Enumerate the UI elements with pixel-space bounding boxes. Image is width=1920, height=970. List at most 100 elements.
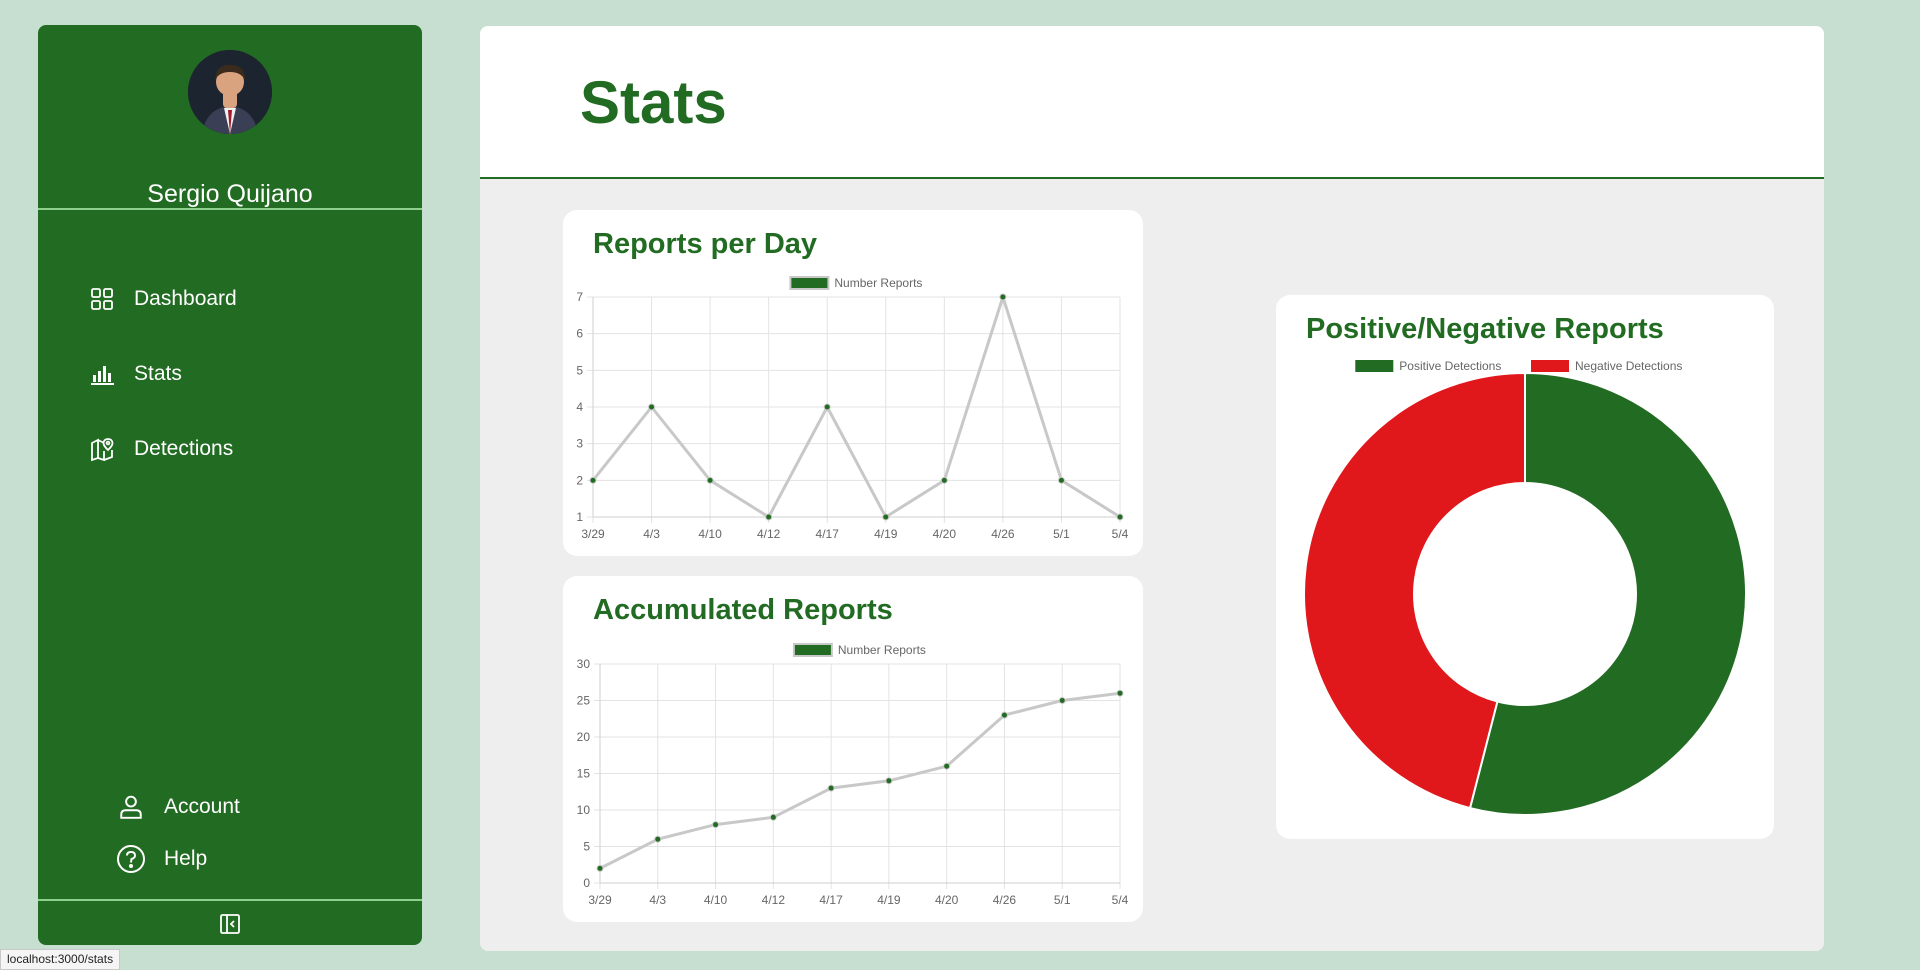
- x-tick-label: 3/29: [581, 527, 605, 541]
- data-point: [1000, 711, 1008, 719]
- series-line: [591, 295, 1121, 519]
- x-tick-label: 5/1: [1053, 527, 1070, 541]
- data-point: [999, 293, 1007, 301]
- series-line: [599, 691, 1121, 870]
- y-tick-label: 5: [576, 363, 583, 377]
- page-title: Stats: [580, 69, 727, 136]
- card-title: Accumulated Reports: [593, 594, 893, 626]
- sidebar-item-label: Dashboard: [134, 287, 237, 310]
- sidebar-collapse-icon: [220, 914, 240, 934]
- x-tick-label: 4/17: [816, 527, 840, 541]
- sidebar-item-stats[interactable]: Stats: [90, 362, 182, 386]
- sidebar-item-label: Help: [164, 847, 208, 870]
- sidebar: Sergio Quijano Dashboard Stats: [38, 25, 422, 945]
- data-point: [706, 476, 714, 484]
- x-tick-label: 4/3: [643, 527, 660, 541]
- card-title: Positive/Negative Reports: [1306, 313, 1664, 345]
- positive-negative-card: Positive/Negative Reports Positive Detec…: [1276, 295, 1774, 839]
- y-tick-label: 6: [576, 327, 583, 341]
- x-tick-label: 4/26: [991, 527, 1015, 541]
- y-tick-label: 0: [583, 876, 590, 890]
- y-tick-label: 3: [576, 437, 583, 451]
- x-tick-label: 4/12: [757, 527, 781, 541]
- x-tick-label: 4/20: [935, 893, 959, 907]
- sidebar-item-label: Account: [164, 795, 240, 818]
- user-icon: [116, 792, 146, 822]
- sidebar-divider: [38, 208, 422, 210]
- collapse-sidebar-button[interactable]: [218, 912, 242, 936]
- dashboard-icon: [90, 287, 114, 311]
- data-point: [885, 777, 893, 785]
- status-url: localhost:3000/stats: [0, 949, 121, 970]
- legend-swatch: [792, 643, 833, 657]
- data-point: [648, 403, 656, 411]
- accumulated-reports-card: Accumulated Reports Number Reports 0 5 10 15…: [563, 576, 1143, 922]
- legend-swatch: [1355, 360, 1394, 372]
- legend-label: Number Reports: [834, 276, 922, 290]
- y-tick-label: 30: [577, 657, 591, 671]
- sidebar-divider: [38, 899, 422, 901]
- legend-swatch: [789, 276, 830, 290]
- reports-per-day-chart: Number Reports 1 2 3 4 5 6 7 3/29 4/3 4/10 4/12 4/17…: [576, 276, 1129, 541]
- map-pin-icon: [90, 437, 114, 461]
- x-tick-label: 4/12: [762, 893, 786, 907]
- main-content: Stats Reports per Day Number Reports 1 2 3 4…: [480, 26, 1824, 951]
- data-point: [1116, 513, 1124, 521]
- y-tick-label: 5: [583, 840, 590, 854]
- y-tick-label: 20: [577, 730, 591, 744]
- data-point: [654, 835, 662, 843]
- reports-per-day-card: Reports per Day Number Reports 1 2 3 4 5 6 7 3/2…: [563, 210, 1143, 556]
- data-point: [1116, 689, 1124, 697]
- data-point: [823, 403, 831, 411]
- x-tick-label: 5/4: [1112, 893, 1129, 907]
- x-tick-label: 4/10: [704, 893, 728, 907]
- positive-negative-chart: Positive Detections Negative Detections: [1303, 359, 1747, 816]
- data-point: [882, 513, 890, 521]
- x-tick-label: 3/29: [588, 893, 612, 907]
- data-point: [827, 784, 835, 792]
- y-tick-label: 2: [576, 473, 583, 487]
- pie-slice: [1468, 371, 1747, 816]
- legend-swatch: [1531, 360, 1569, 372]
- x-tick-label: 4/10: [698, 527, 722, 541]
- legend-label: Number Reports: [838, 643, 926, 657]
- sidebar-item-label: Stats: [134, 362, 182, 385]
- data-point: [596, 864, 604, 872]
- x-tick-label: 4/17: [819, 893, 843, 907]
- data-point: [712, 821, 720, 829]
- x-tick-label: 4/20: [933, 527, 957, 541]
- data-point: [589, 476, 597, 484]
- y-tick-label: 1: [576, 510, 583, 524]
- accumulated-reports-chart: Number Reports 0 5 10 15 20 25 30 3/29 4/3 4/10 4/1…: [577, 643, 1129, 907]
- legend-label: Positive Detections: [1399, 359, 1501, 373]
- card-title: Reports per Day: [593, 228, 818, 260]
- data-point: [940, 476, 948, 484]
- sidebar-item-help[interactable]: Help: [116, 844, 207, 874]
- data-point: [1058, 697, 1066, 704]
- y-tick-label: 4: [576, 400, 583, 414]
- y-tick-label: 15: [577, 767, 591, 781]
- data-point: [769, 813, 777, 821]
- data-point: [943, 762, 951, 770]
- data-point: [765, 513, 773, 521]
- y-tick-label: 10: [577, 803, 591, 817]
- x-tick-label: 4/19: [877, 893, 901, 907]
- data-point: [1057, 476, 1065, 484]
- x-tick-label: 4/3: [649, 893, 666, 907]
- x-tick-label: 4/19: [874, 527, 898, 541]
- pie-slice: [1303, 371, 1526, 810]
- help-circle-icon: [116, 844, 146, 874]
- bar-chart-icon: [90, 362, 114, 386]
- y-tick-label: 25: [577, 694, 591, 708]
- y-tick-label: 7: [576, 290, 583, 304]
- x-tick-label: 5/4: [1112, 527, 1129, 541]
- user-name: Sergio Quijano: [147, 180, 313, 208]
- sidebar-item-detections[interactable]: Detections: [90, 437, 233, 461]
- sidebar-item-dashboard[interactable]: Dashboard: [90, 287, 237, 311]
- sidebar-item-label: Detections: [134, 437, 234, 460]
- avatar[interactable]: [188, 50, 272, 134]
- sidebar-item-account[interactable]: Account: [116, 792, 240, 822]
- legend-label: Negative Detections: [1575, 359, 1682, 373]
- page-header: Stats: [480, 26, 1824, 179]
- x-tick-label: 5/1: [1054, 893, 1071, 907]
